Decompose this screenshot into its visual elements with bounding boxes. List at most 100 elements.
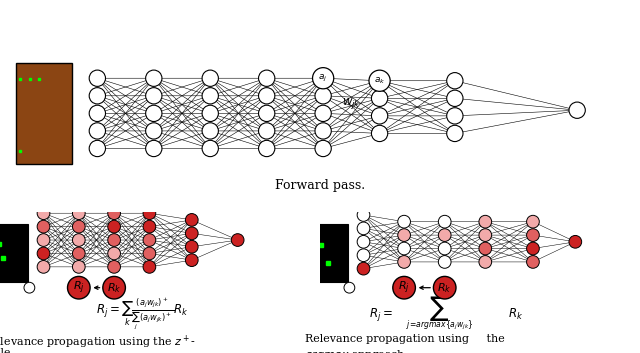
Circle shape — [438, 242, 451, 255]
Circle shape — [108, 247, 120, 260]
Circle shape — [315, 88, 332, 104]
Text: $R_j = \sum_k \frac{(a_j w_{jk})^+}{\sum_j(a_j w_{jk})^+} R_k$: $R_j = \sum_k \frac{(a_j w_{jk})^+}{\sum… — [96, 297, 189, 332]
FancyBboxPatch shape — [307, 224, 348, 282]
Circle shape — [447, 108, 463, 124]
Circle shape — [315, 105, 332, 121]
Circle shape — [259, 105, 275, 121]
Circle shape — [72, 247, 85, 260]
Circle shape — [143, 207, 156, 220]
Circle shape — [89, 70, 106, 86]
Circle shape — [479, 215, 492, 228]
Circle shape — [479, 242, 492, 255]
Circle shape — [447, 125, 463, 142]
FancyBboxPatch shape — [0, 224, 28, 282]
Circle shape — [438, 229, 451, 241]
Circle shape — [37, 234, 50, 246]
Circle shape — [315, 70, 332, 86]
Circle shape — [527, 215, 540, 228]
Circle shape — [371, 90, 388, 107]
Circle shape — [315, 123, 332, 139]
Circle shape — [527, 242, 540, 255]
Circle shape — [103, 276, 125, 299]
Circle shape — [186, 214, 198, 226]
Text: $R_j$: $R_j$ — [398, 280, 410, 296]
Circle shape — [371, 108, 388, 124]
Circle shape — [315, 140, 332, 157]
Text: $argmax$ approach.: $argmax$ approach. — [305, 348, 409, 353]
Circle shape — [447, 73, 463, 89]
Circle shape — [143, 247, 156, 260]
Circle shape — [89, 105, 106, 121]
Circle shape — [24, 282, 35, 293]
Text: $w_{jk}$: $w_{jk}$ — [342, 96, 361, 112]
Circle shape — [393, 276, 415, 299]
Circle shape — [202, 123, 218, 139]
Circle shape — [89, 140, 106, 157]
Circle shape — [202, 140, 218, 157]
Circle shape — [357, 235, 370, 248]
Text: $j\!=\!argmax\{a_j w_{jk}\}$: $j\!=\!argmax\{a_j w_{jk}\}$ — [406, 319, 473, 332]
Circle shape — [438, 215, 451, 228]
Text: $a_k$: $a_k$ — [374, 76, 385, 86]
FancyBboxPatch shape — [16, 63, 72, 163]
Circle shape — [231, 234, 244, 246]
Circle shape — [357, 209, 370, 221]
Circle shape — [397, 229, 410, 241]
Circle shape — [108, 220, 120, 233]
Circle shape — [186, 254, 198, 267]
Circle shape — [397, 256, 410, 268]
Circle shape — [146, 123, 162, 139]
Circle shape — [312, 68, 333, 89]
Text: Rule.: Rule. — [0, 348, 14, 353]
Circle shape — [259, 70, 275, 86]
Text: $R_k$: $R_k$ — [438, 281, 452, 295]
Text: Relevance propagation using     the: Relevance propagation using the — [305, 334, 505, 343]
Circle shape — [72, 207, 85, 220]
Circle shape — [202, 105, 218, 121]
Circle shape — [72, 220, 85, 233]
Text: $R_k$: $R_k$ — [508, 307, 524, 322]
Circle shape — [202, 88, 218, 104]
Text: Forward pass.: Forward pass. — [275, 179, 365, 192]
Circle shape — [146, 88, 162, 104]
Circle shape — [344, 282, 355, 293]
Circle shape — [569, 102, 586, 118]
Circle shape — [397, 215, 410, 228]
Circle shape — [186, 240, 198, 253]
Circle shape — [371, 73, 388, 89]
Circle shape — [357, 262, 370, 275]
Text: $\sum$: $\sum$ — [429, 294, 449, 323]
Circle shape — [72, 261, 85, 273]
Circle shape — [259, 123, 275, 139]
Circle shape — [108, 234, 120, 246]
Circle shape — [108, 261, 120, 273]
Circle shape — [479, 256, 492, 268]
Circle shape — [202, 70, 218, 86]
Circle shape — [397, 242, 410, 255]
Circle shape — [89, 88, 106, 104]
Text: $R_k$: $R_k$ — [107, 281, 122, 295]
Circle shape — [37, 261, 50, 273]
Circle shape — [371, 125, 388, 142]
Circle shape — [108, 207, 120, 220]
Circle shape — [369, 70, 390, 91]
Circle shape — [479, 229, 492, 241]
Circle shape — [186, 227, 198, 240]
Circle shape — [37, 247, 50, 260]
Circle shape — [569, 235, 582, 248]
Circle shape — [259, 140, 275, 157]
Circle shape — [72, 234, 85, 246]
Circle shape — [37, 220, 50, 233]
Circle shape — [527, 229, 540, 241]
Text: $a_j$: $a_j$ — [319, 73, 328, 84]
Circle shape — [527, 256, 540, 268]
Circle shape — [357, 249, 370, 262]
Text: $R_j =$: $R_j =$ — [369, 306, 392, 323]
Circle shape — [146, 70, 162, 86]
Text: $R_j$: $R_j$ — [73, 280, 84, 296]
Circle shape — [143, 220, 156, 233]
Circle shape — [259, 88, 275, 104]
Text: Relevance propagation using the $z^+$-: Relevance propagation using the $z^+$- — [0, 334, 196, 351]
Circle shape — [447, 90, 463, 107]
Circle shape — [146, 140, 162, 157]
